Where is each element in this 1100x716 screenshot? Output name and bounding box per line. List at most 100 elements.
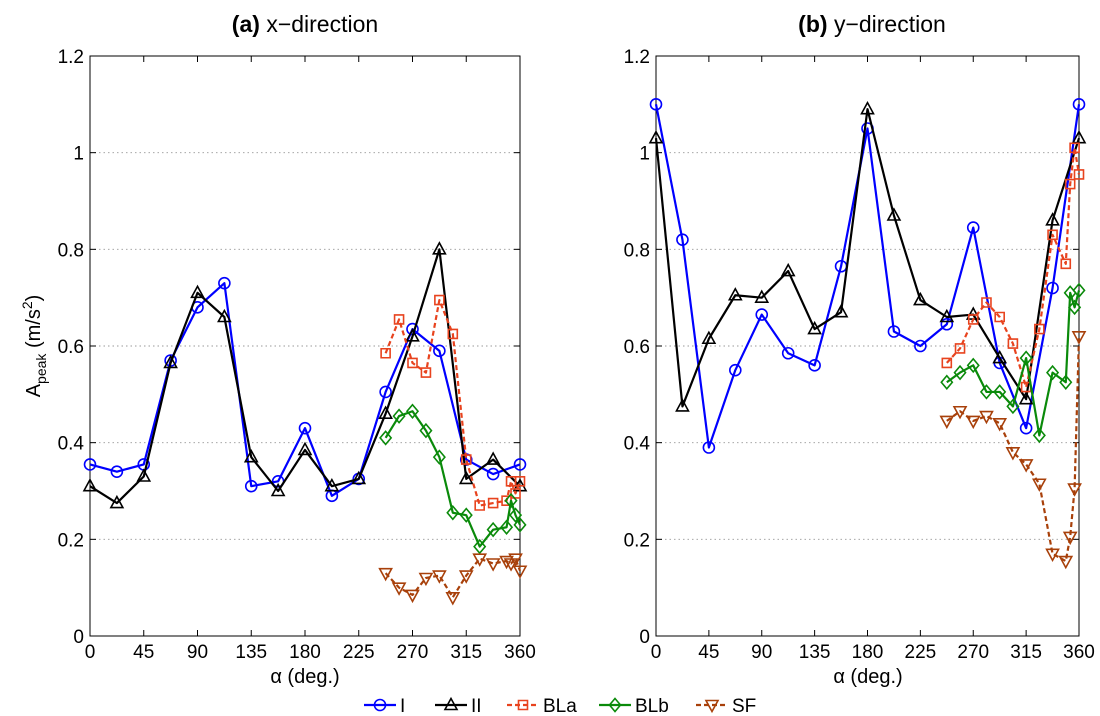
series-line-bla: [384, 298, 522, 507]
data-point-bla: [1020, 381, 1032, 393]
x-tick-label: 180: [852, 642, 884, 663]
panel-b-title: (b) y−direction: [798, 11, 946, 37]
data-point-blb: [379, 430, 393, 446]
data-point-ii: [82, 477, 98, 492]
data-point-sf: [432, 570, 447, 584]
data-point-blb: [1068, 299, 1082, 316]
panel-a-title-prefix: (a): [232, 11, 260, 37]
data-point-sf: [1018, 459, 1034, 473]
data-point-blb: [405, 403, 420, 419]
panel-b-gridlines: [656, 152, 1079, 540]
data-point-sf: [952, 405, 968, 420]
data-point-ii: [270, 482, 286, 497]
data-point-sf: [512, 565, 528, 579]
data-point-blb: [473, 538, 487, 555]
data-point-ii: [243, 448, 259, 463]
x-tick-label: 360: [1063, 642, 1095, 663]
x-tick-label: 90: [187, 642, 208, 663]
series-line-ii: [654, 108, 1081, 408]
x-tick-label: 0: [651, 642, 662, 663]
data-point-bla: [1064, 178, 1076, 190]
data-point-bla: [393, 314, 405, 325]
y-tick-label: 0: [73, 627, 84, 648]
data-point-blb: [446, 505, 460, 521]
data-point-sf: [939, 415, 955, 430]
series-line-i: [654, 104, 1081, 449]
data-point-i: [702, 441, 716, 454]
data-point-i: [433, 344, 446, 358]
data-point-ii: [648, 129, 664, 144]
data-point-bla: [1073, 169, 1085, 180]
legend-marker-i: [373, 698, 387, 712]
data-point-sf: [485, 558, 501, 572]
data-point-blb: [1059, 374, 1073, 390]
data-point-ii: [886, 207, 902, 221]
legend-item-blb: BLb: [599, 696, 669, 716]
data-point-bla: [514, 476, 526, 487]
panel-a-series: [82, 241, 528, 606]
data-point-ii: [727, 287, 743, 301]
data-point-ii: [432, 241, 447, 255]
data-point-bla: [967, 314, 979, 325]
data-point-i: [887, 325, 901, 338]
y-tick-label: 1: [73, 144, 84, 165]
data-point-blb: [953, 364, 967, 381]
data-point-ii: [754, 289, 770, 303]
data-point-sf: [1045, 548, 1060, 563]
data-point-i: [83, 458, 97, 471]
x-tick-label: 180: [289, 642, 321, 663]
data-point-ii: [701, 330, 717, 345]
data-point-bla: [981, 297, 992, 308]
legend-item-sf: SF: [696, 696, 756, 716]
legend-marker-blb: [608, 697, 622, 713]
legend-item-i: I: [364, 696, 405, 716]
data-point-i: [781, 346, 795, 360]
data-point-sf: [1005, 447, 1021, 461]
data-point-blb: [1006, 398, 1020, 415]
y-tick-label: 0.2: [624, 530, 650, 551]
data-point-bla: [460, 454, 472, 465]
panel-b-title-prefix: (b): [798, 11, 827, 37]
data-point-sf: [391, 582, 407, 596]
data-point-bla: [420, 367, 432, 378]
data-point-sf: [1058, 555, 1074, 570]
data-point-ii: [860, 100, 875, 115]
x-tick-label: 225: [905, 642, 937, 663]
data-point-ii: [992, 349, 1008, 364]
x-tick-label: 315: [1010, 642, 1042, 663]
series-line-blb: [384, 410, 521, 548]
data-point-i: [914, 339, 927, 353]
series-ii: [648, 100, 1087, 412]
data-point-blb: [486, 521, 500, 538]
data-point-blb: [419, 422, 433, 439]
y-tick-label: 0: [639, 627, 650, 648]
data-point-bla: [434, 294, 445, 306]
data-point-i: [1072, 98, 1086, 111]
data-point-sf: [1071, 331, 1087, 345]
legend-label-sf: SF: [732, 696, 756, 716]
data-point-sf: [503, 558, 519, 572]
series-i: [83, 276, 527, 503]
data-point-sf: [418, 572, 434, 587]
x-tick-label: 360: [504, 642, 536, 663]
y-label-main: A: [23, 383, 45, 397]
data-point-bla: [994, 311, 1005, 323]
x-tick-label: 0: [85, 642, 96, 663]
data-point-bla: [1007, 338, 1019, 349]
data-point-ii: [190, 284, 205, 299]
series-line-blb: [946, 290, 1081, 437]
data-point-sf: [458, 570, 474, 584]
series-line-bla: [945, 146, 1081, 389]
data-point-bla: [1069, 142, 1080, 154]
legend-item-ii: II: [435, 696, 482, 716]
legend-item-bla: BLa: [507, 696, 577, 716]
data-point-ii: [833, 303, 849, 318]
data-point-blb: [392, 408, 406, 424]
panel-a-x-direction: (a) x−direction 0 45 90 135 180 225 270 315 3600…: [19, 11, 536, 688]
y-label-unit-post: ): [23, 295, 45, 302]
data-point-blb: [513, 517, 527, 533]
data-point-i: [298, 421, 312, 435]
x-tick-label: 45: [698, 642, 719, 663]
panel-a-x-axis-label: α (deg.): [270, 666, 339, 688]
data-point-ii: [378, 405, 393, 419]
